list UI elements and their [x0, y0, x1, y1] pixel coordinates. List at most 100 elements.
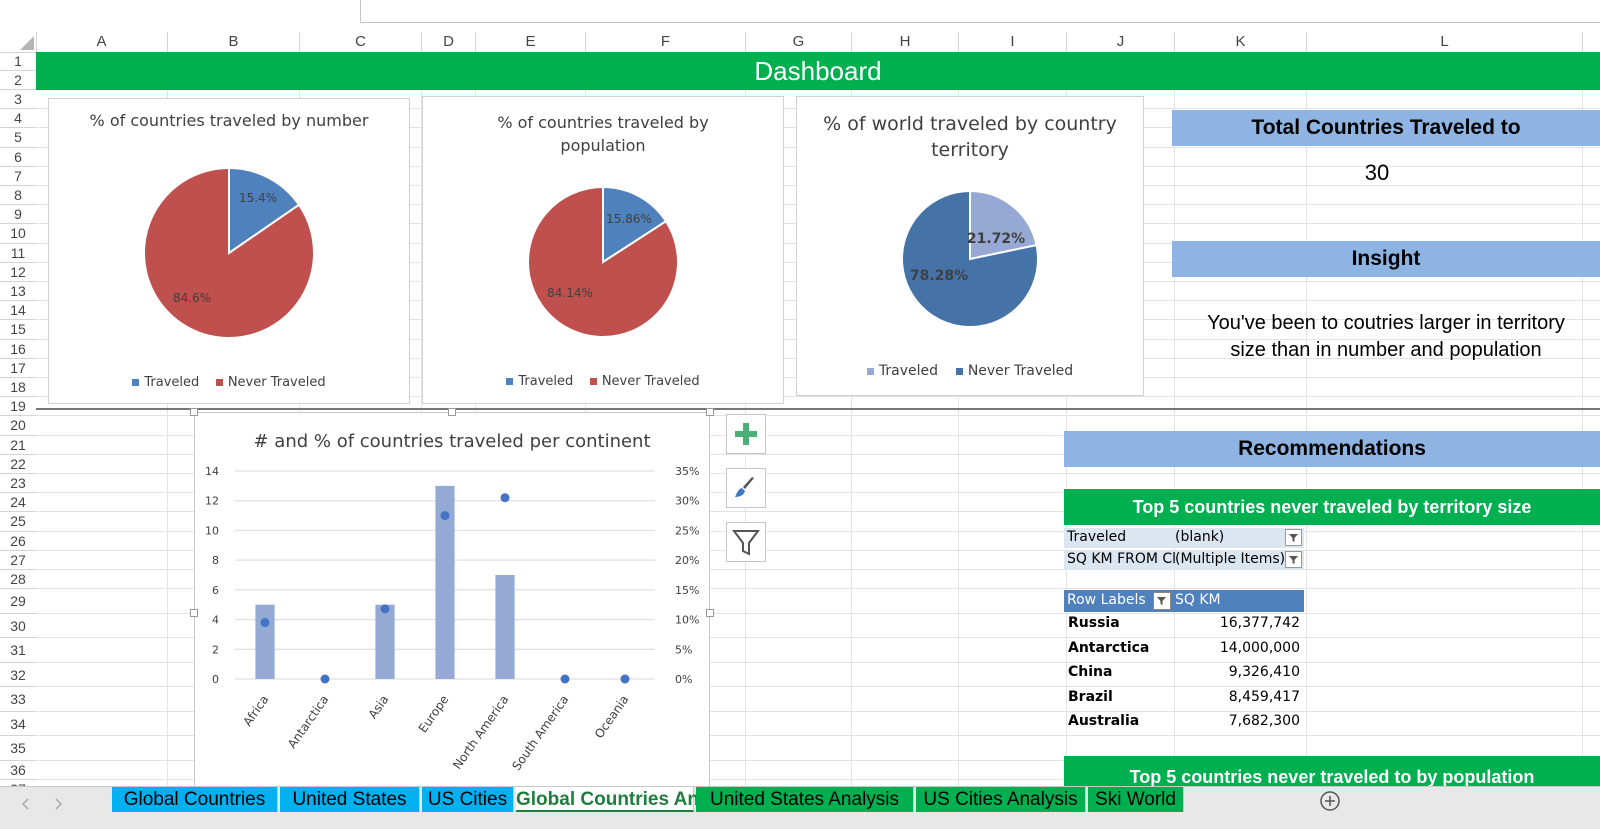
- bar[interactable]: [375, 604, 395, 679]
- row-header[interactable]: 26: [0, 532, 36, 551]
- row-header[interactable]: 16: [0, 340, 36, 359]
- row-header[interactable]: 29: [0, 589, 36, 614]
- filter-dropdown-icon[interactable]: [1285, 551, 1302, 568]
- row-header[interactable]: 21: [0, 436, 36, 455]
- chart-elements-button[interactable]: [726, 414, 766, 454]
- scatter-point[interactable]: [320, 674, 330, 684]
- sheet-tab[interactable]: Global Countries: [112, 787, 278, 812]
- resize-handle-right[interactable]: [706, 609, 714, 617]
- row-header[interactable]: 7: [0, 167, 36, 186]
- scatter-point[interactable]: [380, 604, 390, 614]
- row-header[interactable]: 31: [0, 638, 36, 663]
- sheet-tab[interactable]: United States Analysis: [696, 787, 914, 812]
- pie-slice-traveled[interactable]: [969, 189, 1038, 261]
- column-header[interactable]: C: [300, 32, 422, 52]
- bar[interactable]: [255, 604, 275, 679]
- pivot-filter-sqkm[interactable]: SQ KM FROM Cl (Multiple Items): [1064, 550, 1304, 570]
- column-header[interactable]: G: [746, 32, 852, 52]
- column-header[interactable]: E: [476, 32, 586, 52]
- row-header[interactable]: 3: [0, 90, 36, 110]
- row-header[interactable]: 14: [0, 301, 36, 321]
- chart-filters-button[interactable]: [726, 522, 766, 562]
- row-header[interactable]: 9: [0, 205, 36, 225]
- scatter-point[interactable]: [560, 674, 570, 684]
- row-header[interactable]: 13: [0, 282, 36, 302]
- resize-handle-top-left[interactable]: [190, 408, 198, 416]
- row-header[interactable]: 8: [0, 186, 36, 206]
- scatter-point[interactable]: [620, 674, 630, 684]
- row-header[interactable]: 2: [0, 71, 36, 90]
- row-header[interactable]: 1: [0, 52, 36, 71]
- chart-styles-button[interactable]: [726, 468, 766, 508]
- freeze-pane-split[interactable]: [36, 408, 1600, 410]
- row-header[interactable]: 12: [0, 263, 36, 282]
- pie-slice-traveled[interactable]: [228, 166, 301, 255]
- tab-scroll-arrows[interactable]: [16, 791, 86, 821]
- column-header[interactable]: B: [168, 32, 300, 52]
- row-header[interactable]: 19: [0, 397, 36, 417]
- row-header[interactable]: 23: [0, 474, 36, 494]
- row-labels-filter-icon[interactable]: [1153, 592, 1171, 610]
- sheet-tab[interactable]: Global Countries Analysis: [516, 787, 752, 812]
- pie-chart-by-territory[interactable]: % of world traveled by country territory…: [796, 96, 1144, 396]
- row-header[interactable]: 32: [0, 663, 36, 688]
- bar[interactable]: [435, 485, 455, 679]
- pie-slice-never-traveled[interactable]: [527, 185, 679, 338]
- column-header[interactable]: I: [959, 32, 1067, 52]
- pivot-row[interactable]: Russia 16,377,742: [1064, 612, 1304, 636]
- pie-slice-never-traveled[interactable]: [143, 166, 315, 339]
- row-header[interactable]: 17: [0, 359, 36, 378]
- row-header[interactable]: 33: [0, 687, 36, 712]
- add-sheet-icon[interactable]: [1317, 788, 1343, 814]
- row-header[interactable]: 24: [0, 493, 36, 513]
- row-header[interactable]: 36: [0, 761, 36, 780]
- sheet-tab[interactable]: Ski World: [1088, 787, 1184, 812]
- resize-handle-left[interactable]: [190, 609, 198, 617]
- row-header[interactable]: 6: [0, 148, 36, 167]
- row-header[interactable]: 34: [0, 712, 36, 737]
- pivot-row[interactable]: China 9,326,410: [1064, 661, 1304, 685]
- pivot-row[interactable]: Australia 7,682,300: [1064, 710, 1304, 734]
- scatter-point[interactable]: [500, 493, 510, 503]
- filter-dropdown-icon[interactable]: [1285, 529, 1302, 546]
- formula-bar[interactable]: [360, 0, 1600, 23]
- pie-slice-traveled[interactable]: [602, 185, 668, 264]
- resize-handle-top[interactable]: [448, 408, 456, 416]
- row-header[interactable]: 28: [0, 570, 36, 590]
- row-header[interactable]: 4: [0, 109, 36, 129]
- pivot-row[interactable]: Brazil 8,459,417: [1064, 686, 1304, 710]
- column-header[interactable]: K: [1175, 32, 1307, 52]
- column-header[interactable]: H: [852, 32, 959, 52]
- scatter-point[interactable]: [260, 618, 270, 628]
- scatter-point[interactable]: [440, 511, 450, 521]
- pie-chart-by-population[interactable]: % of countries traveled by population 15…: [422, 96, 784, 404]
- legend-traveled: Traveled: [866, 363, 938, 379]
- row-header[interactable]: 15: [0, 320, 36, 340]
- pivot-filter-traveled[interactable]: Traveled (blank): [1064, 528, 1304, 548]
- pivot-row[interactable]: Antarctica 14,000,000: [1064, 637, 1304, 661]
- row-header[interactable]: 10: [0, 224, 36, 244]
- row-header[interactable]: 30: [0, 614, 36, 639]
- sheet-tab[interactable]: US Cities: [422, 787, 514, 812]
- column-header[interactable]: L: [1307, 32, 1583, 52]
- row-header[interactable]: 25: [0, 512, 36, 532]
- row-header[interactable]: 22: [0, 455, 36, 474]
- row-header[interactable]: 5: [0, 128, 36, 148]
- column-header[interactable]: D: [422, 32, 476, 52]
- row-header[interactable]: 20: [0, 416, 36, 436]
- row-header[interactable]: 18: [0, 378, 36, 398]
- bar[interactable]: [495, 575, 515, 679]
- pie-chart-by-number[interactable]: % of countries traveled by number 15.4% 8…: [48, 98, 410, 404]
- row-header[interactable]: 35: [0, 736, 36, 761]
- sheet-tab[interactable]: US Cities Analysis: [916, 787, 1086, 812]
- resize-handle-top-right[interactable]: [706, 408, 714, 416]
- column-header[interactable]: A: [36, 32, 168, 52]
- row-header[interactable]: 27: [0, 551, 36, 570]
- column-header[interactable]: J: [1067, 32, 1175, 52]
- continent-combo-chart[interactable]: # and % of countries traveled per contin…: [194, 412, 710, 792]
- pie-slice-never-traveled[interactable]: [901, 189, 1039, 328]
- sheet-tab[interactable]: United States: [280, 787, 420, 812]
- row-header[interactable]: 11: [0, 244, 36, 263]
- column-header[interactable]: F: [586, 32, 746, 52]
- select-all-corner[interactable]: [0, 32, 37, 53]
